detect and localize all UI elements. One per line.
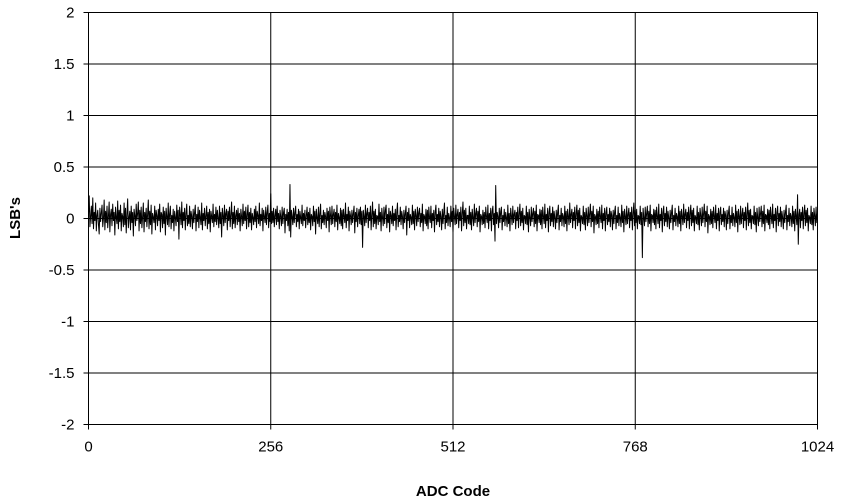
y-tick-label: -1.5 [49, 365, 75, 382]
y-tick-label: -1 [61, 314, 74, 331]
y-tick-label: 1.5 [54, 56, 75, 73]
x-tick-label: 1024 [801, 439, 834, 456]
x-tick-label: 512 [440, 439, 465, 456]
x-tick-label: 256 [258, 439, 283, 456]
y-tick-label: -0.5 [49, 262, 75, 279]
y-axis-ticks: 2 1.5 1 0.5 0 -0.5 -1 -1.5 -2 [49, 5, 89, 434]
y-tick-label: 0 [66, 211, 74, 228]
y-tick-label: 0.5 [54, 159, 75, 176]
x-tick-label: 768 [623, 439, 648, 456]
x-axis-title: ADC Code [416, 483, 490, 500]
x-tick-label: 0 [84, 439, 92, 456]
y-tick-label: 2 [66, 5, 74, 22]
series-line [88, 184, 818, 259]
y-tick-label: -2 [61, 417, 74, 434]
x-axis-ticks: 0 256 512 768 1024 [84, 424, 834, 456]
y-axis-title: LSB's [7, 197, 24, 239]
y-tick-label: 1 [66, 108, 74, 125]
